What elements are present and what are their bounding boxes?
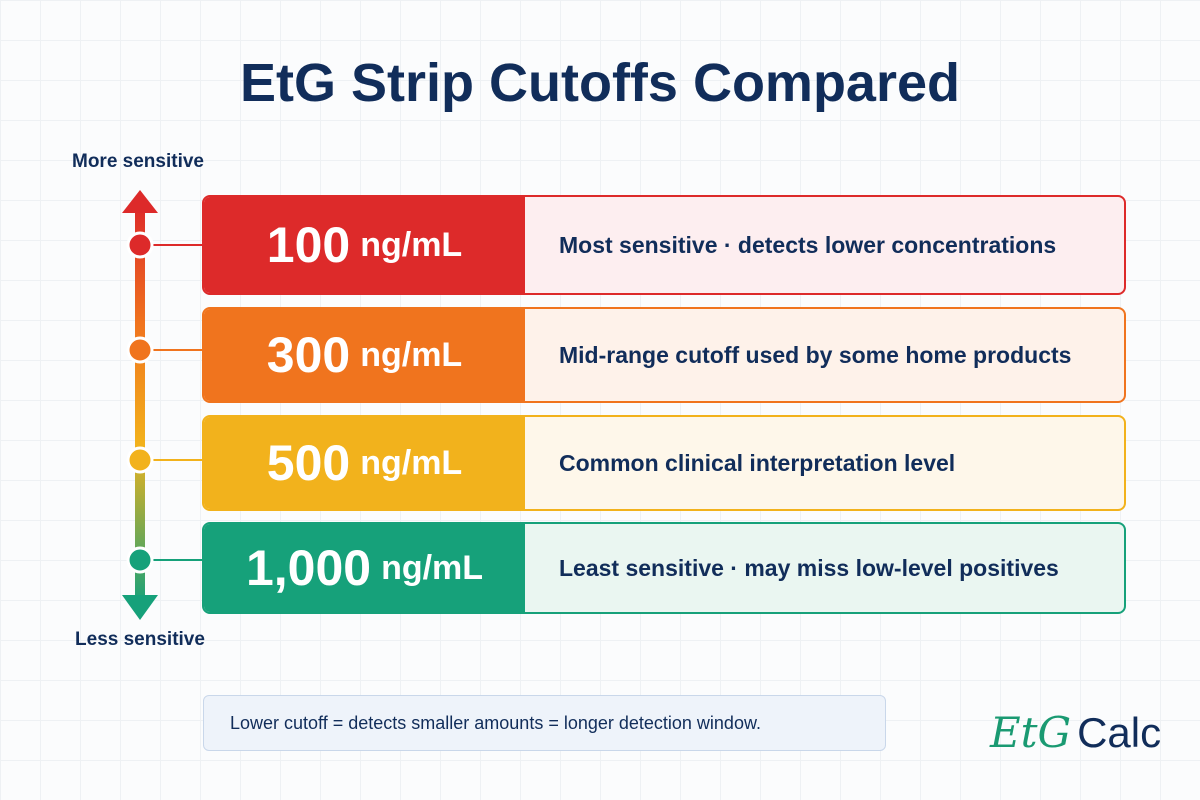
cutoff-row: 100 ng/mL Most sensitive · detects lower … [202, 195, 1126, 295]
cutoff-description: Common clinical interpretation level [559, 449, 956, 476]
sensitivity-arrow [122, 190, 202, 620]
footer-note: Lower cutoff = detects smaller amounts =… [203, 695, 886, 751]
cutoff-description: Most sensitive · detects lower concentra… [559, 231, 1057, 258]
cutoff-description: Least sensitive · may miss low-level pos… [559, 554, 1059, 581]
cutoff-unit: ng/mL [381, 548, 484, 587]
cutoff-value: 1,000 [245, 540, 372, 596]
cutoff-row: 500 ng/mL Common clinical interpretation … [202, 415, 1126, 511]
cutoff-value: 300 [266, 327, 351, 383]
cutoff-unit: ng/mL [360, 443, 463, 482]
logo-text: Calc [1077, 709, 1162, 756]
cutoff-row: 1,000 ng/mL Least sensitive · may miss lo… [202, 522, 1126, 614]
bottom-label: Less sensitive [75, 629, 205, 650]
cutoff-value: 500 [266, 435, 351, 491]
cutoff-row: 300 ng/mL Mid-range cutoff used by some h… [202, 307, 1126, 403]
cutoff-description: Mid-range cutoff used by some home produ… [559, 341, 1072, 368]
logo: EtG Calc [990, 708, 1161, 757]
cutoff-value: 100 [266, 217, 351, 273]
top-label: More sensitive [72, 151, 204, 172]
cutoff-unit: ng/mL [360, 335, 463, 374]
cutoff-unit: ng/mL [360, 225, 463, 264]
logo-mark: EtG [990, 708, 1072, 757]
title: EtG Strip Cutoffs Compared [239, 53, 960, 113]
